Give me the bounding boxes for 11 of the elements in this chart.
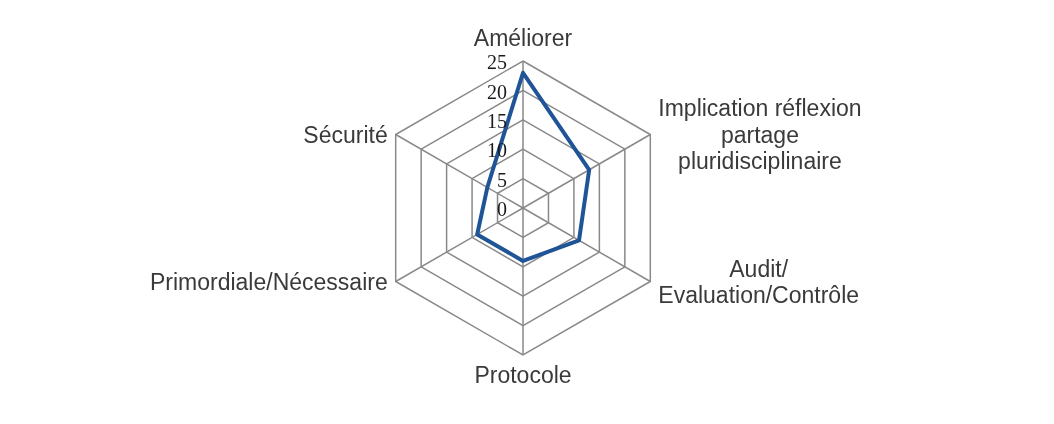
- spoke-label: Audit/ Evaluation/Contrôle: [658, 255, 860, 309]
- spoke-label: Sécurité: [303, 121, 388, 148]
- y-tick-label: 15: [487, 110, 507, 133]
- spoke-label: Implication réflexion partage pluridisciplinaire: [658, 95, 862, 175]
- spoke-label: Protocole: [474, 361, 572, 388]
- y-tick-label: 5: [497, 168, 507, 191]
- y-tick-label: 20: [487, 80, 507, 103]
- y-tick-label: 0: [497, 198, 507, 221]
- y-tick-label: 25: [487, 51, 507, 74]
- spoke-label: Améliorer: [473, 25, 573, 52]
- spoke-label: Primordiale/Nécessaire: [149, 268, 388, 295]
